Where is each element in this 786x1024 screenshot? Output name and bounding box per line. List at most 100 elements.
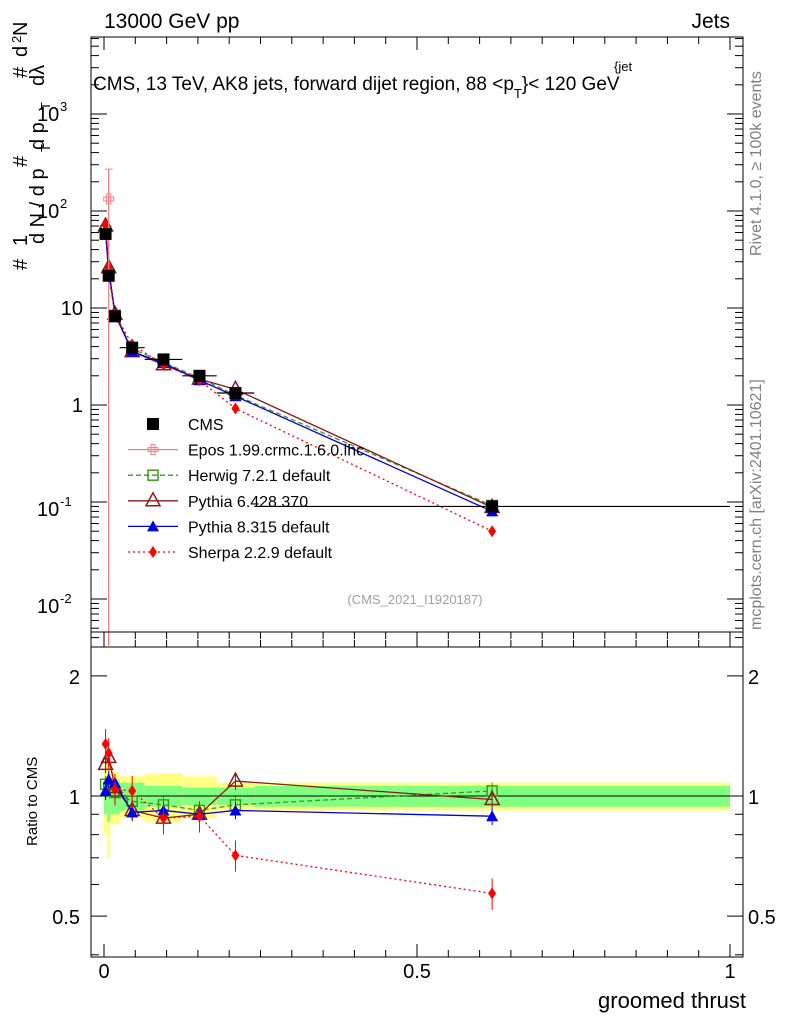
legend-label-pythia8: Pythia 8.315 default bbox=[188, 519, 330, 536]
ratio-ytick-labels: 0.5 1 2 0.5 1 2 bbox=[52, 667, 776, 929]
legend-marker-sherpa bbox=[149, 546, 157, 558]
ytick-1e2-exp: 2 bbox=[60, 196, 67, 211]
ytick-1e-2: 10 bbox=[37, 596, 59, 618]
point-cms bbox=[108, 310, 121, 323]
series-sherpa bbox=[101, 218, 497, 538]
mcplots-label: mcplots.cern.ch [arXiv:2401.10621] bbox=[748, 379, 765, 630]
ratio-point-sherpa bbox=[104, 747, 113, 760]
ratio-point-sherpa bbox=[231, 849, 240, 862]
legend-marker-epos bbox=[147, 444, 159, 456]
legend-entry-pythia6: Pythia 6.428 370 bbox=[128, 491, 308, 511]
plot-title-sup: {jet bbox=[614, 59, 632, 74]
xtick-labels: 0 0.5 1 bbox=[98, 961, 735, 983]
xtick-0: 0 bbox=[98, 961, 109, 983]
point-epos-v bbox=[106, 193, 112, 205]
ylabel-N: N bbox=[10, 22, 32, 36]
ratio-point-sherpa bbox=[159, 812, 168, 825]
upper-ytick-labels: 10 -2 10 -1 1 10 10 2 10 3 bbox=[37, 99, 83, 618]
ylabel-hash-left: # bbox=[10, 258, 32, 270]
ratio-ytick-2: 2 bbox=[69, 667, 80, 689]
ratio-point-pythia8 bbox=[99, 784, 112, 796]
analysis-watermark: (CMS_2021_I1920187) bbox=[347, 592, 482, 607]
legend-entry-herwig: Herwig 7.2.1 default bbox=[128, 468, 331, 485]
ratio-point-sherpa bbox=[101, 737, 110, 750]
series-cms bbox=[99, 227, 730, 513]
plot-title-main: CMS, 13 TeV, AK8 jets, forward dijet reg… bbox=[93, 74, 514, 95]
ytick-1e-1-exp: -1 bbox=[60, 494, 72, 509]
ratio-band-inner bbox=[107, 773, 111, 823]
ratio-point-sherpa bbox=[128, 784, 137, 797]
point-cms bbox=[193, 369, 206, 382]
ratio-point-sherpa bbox=[195, 810, 204, 823]
legend: CMS Epos 1.99.crmc.1.6.0.lhc Herwig 7.2.1 … bbox=[128, 417, 364, 562]
ytick-1e-1: 10 bbox=[37, 499, 59, 521]
ytick-1e3: 10 bbox=[37, 104, 59, 126]
ylabel-sq: 2 bbox=[9, 36, 24, 43]
ratio-point-pythia6 bbox=[227, 771, 244, 787]
legend-entry-pythia8: Pythia 8.315 default bbox=[128, 519, 330, 536]
ratio-series-sherpa bbox=[101, 729, 497, 910]
upper-ticks bbox=[91, 37, 743, 647]
point-cms bbox=[99, 227, 112, 240]
ylabel-t-sub-2: T bbox=[38, 102, 53, 110]
ytick-1: 1 bbox=[72, 395, 83, 417]
point-epos bbox=[103, 193, 115, 205]
ylabel-dlambda: dλ bbox=[27, 65, 49, 86]
point-sherpa bbox=[488, 525, 497, 538]
legend-marker-epos-h bbox=[147, 447, 159, 453]
legend-label-herwig: Herwig 7.2.1 default bbox=[188, 468, 331, 485]
ylabel-hash-top: # bbox=[10, 66, 32, 78]
legend-entry-sherpa: Sherpa 2.2.9 default bbox=[128, 545, 333, 562]
ylabel-dn-dpt: d N / d p bbox=[27, 168, 49, 244]
plot-title: CMS, 13 TeV, AK8 jets, forward dijet reg… bbox=[93, 74, 620, 101]
upper-data bbox=[97, 168, 730, 647]
rivet-version-label: Rivet 4.1.0, ≥ 100k events bbox=[748, 71, 765, 256]
ylabel-numerator: d bbox=[10, 46, 32, 57]
ratio-line-sherpa bbox=[104, 743, 493, 895]
ratio-line-herwig bbox=[105, 783, 493, 812]
ylabel-denominator: d p bbox=[27, 122, 49, 150]
point-cms bbox=[126, 341, 139, 354]
header-left: 13000 GeV pp bbox=[104, 10, 239, 33]
legend-entry-cms: CMS bbox=[147, 417, 224, 434]
point-cms bbox=[157, 353, 170, 366]
x-axis-label: groomed thrust bbox=[598, 988, 746, 1013]
ytick-1e-2-exp: -2 bbox=[60, 591, 72, 606]
header-right: Jets bbox=[691, 10, 730, 33]
ratio-ytick-1: 1 bbox=[69, 787, 80, 809]
plot-title-tail: }< 120 GeV bbox=[522, 74, 620, 95]
xtick-05: 0.5 bbox=[403, 961, 431, 983]
xtick-1: 1 bbox=[724, 961, 735, 983]
ratio-point-pythia8 bbox=[126, 806, 139, 818]
ratio-ytick-05-right: 0.5 bbox=[748, 907, 776, 929]
ylabel-hash-mid: # bbox=[10, 155, 32, 167]
legend-marker-epos-v bbox=[150, 444, 156, 456]
legend-label-pythia6: Pythia 6.428 370 bbox=[188, 494, 308, 511]
series-epos bbox=[103, 168, 115, 647]
legend-marker-pythia6 bbox=[144, 491, 162, 507]
point-cms bbox=[486, 500, 499, 513]
ratio-ytick-05: 0.5 bbox=[52, 907, 80, 929]
ratio-point-sherpa bbox=[488, 887, 497, 900]
legend-marker-cms bbox=[147, 418, 159, 430]
legend-label-cms: CMS bbox=[188, 417, 224, 434]
ytick-1e3-exp: 3 bbox=[60, 99, 67, 114]
ylabel-t-sub: T bbox=[38, 144, 53, 152]
ytick-10: 10 bbox=[61, 298, 83, 320]
legend-label-epos: Epos 1.99.crmc.1.6.0.lhc bbox=[188, 443, 364, 460]
ratio-point-pythia8 bbox=[102, 773, 115, 785]
ratio-point-pythia8 bbox=[486, 810, 499, 822]
point-cms bbox=[229, 386, 242, 399]
ylabel-one: 1 bbox=[10, 235, 32, 246]
ratio-ytick-2-right: 2 bbox=[748, 667, 759, 689]
point-sherpa bbox=[101, 218, 110, 231]
legend-entry-epos: Epos 1.99.crmc.1.6.0.lhc bbox=[128, 443, 364, 460]
ratio-bands bbox=[91, 750, 743, 858]
ratio-ytick-1-right: 1 bbox=[748, 787, 759, 809]
plot-title-sub: T bbox=[514, 86, 522, 101]
legend-marker-herwig bbox=[147, 469, 159, 481]
legend-marker-pythia8 bbox=[147, 520, 159, 532]
legend-label-sherpa: Sherpa 2.2.9 default bbox=[188, 545, 333, 562]
ratio-ticks bbox=[91, 632, 743, 957]
